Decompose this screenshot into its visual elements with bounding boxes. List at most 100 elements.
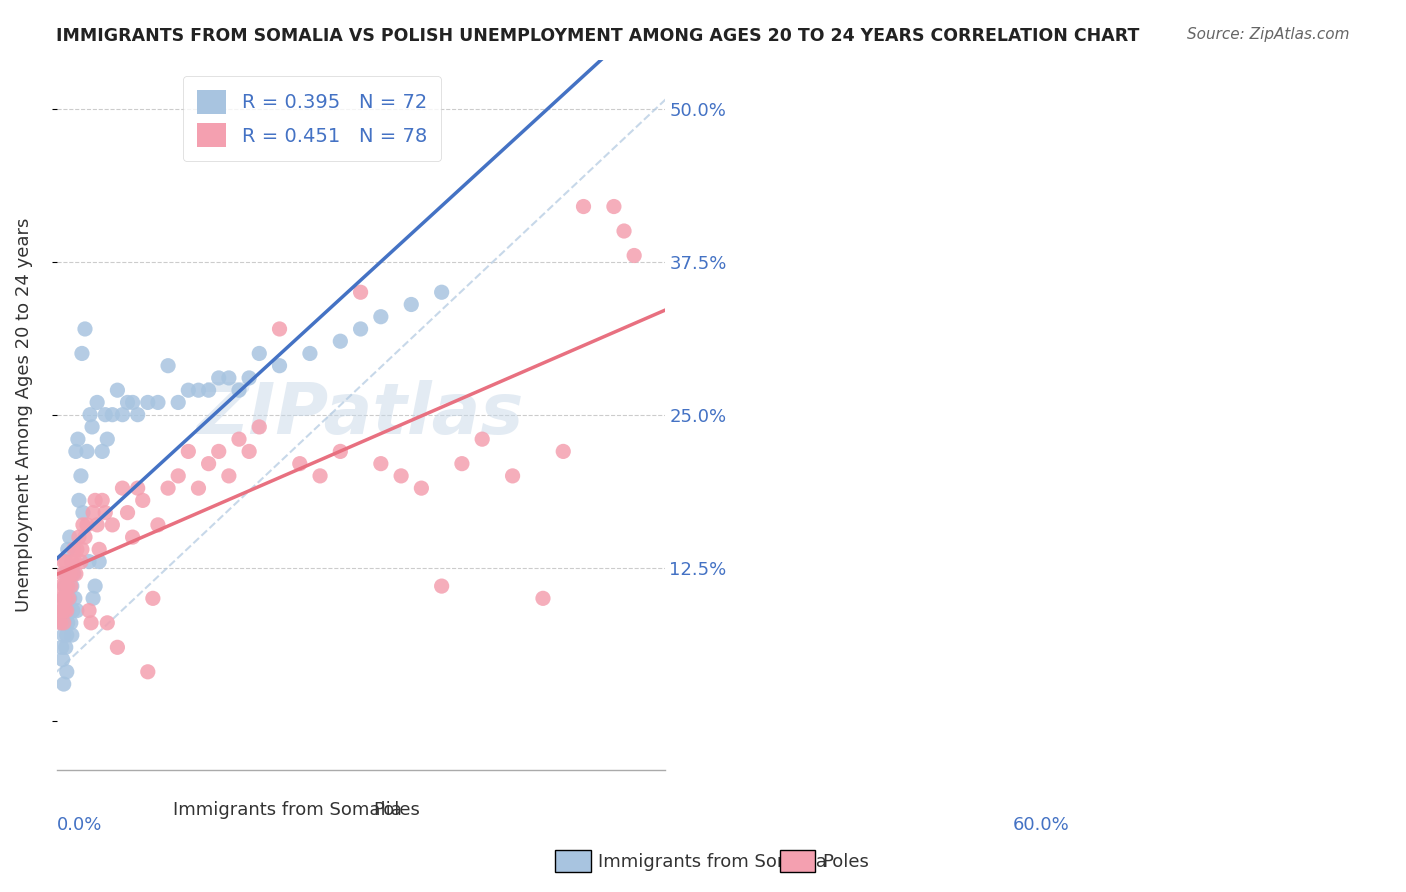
- Point: [76, 517, 98, 532]
- Point: [411, 481, 433, 495]
- Point: [59, 530, 82, 544]
- Point: [553, 444, 575, 458]
- Point: [53, 604, 76, 618]
- Point: [67, 530, 90, 544]
- Point: [238, 444, 260, 458]
- Text: IMMIGRANTS FROM SOMALIA VS POLISH UNEMPLOYMENT AMONG AGES 20 TO 24 YEARS CORRELA: IMMIGRANTS FROM SOMALIA VS POLISH UNEMPL…: [56, 27, 1140, 45]
- Point: [55, 591, 77, 606]
- Point: [58, 566, 80, 581]
- Point: [52, 652, 75, 666]
- Point: [63, 555, 86, 569]
- Text: ZIPatlas: ZIPatlas: [197, 380, 524, 450]
- Point: [56, 579, 79, 593]
- Point: [55, 566, 77, 581]
- Point: [111, 408, 134, 422]
- Point: [121, 395, 143, 409]
- Point: [79, 408, 101, 422]
- Point: [52, 615, 75, 630]
- Point: [52, 555, 75, 569]
- Point: [146, 395, 169, 409]
- Text: Immigrants from Somalia: Immigrants from Somalia: [173, 802, 402, 820]
- Point: [84, 493, 107, 508]
- Point: [84, 579, 107, 593]
- Point: [48, 604, 70, 618]
- Point: [58, 604, 80, 618]
- Point: [59, 591, 82, 606]
- Point: [73, 322, 96, 336]
- Point: [55, 640, 77, 655]
- Point: [55, 665, 77, 679]
- Point: [62, 604, 84, 618]
- Point: [89, 555, 111, 569]
- Point: [349, 285, 371, 300]
- Point: [55, 566, 77, 581]
- Point: [63, 542, 86, 557]
- Point: [67, 493, 90, 508]
- Point: [228, 432, 250, 446]
- Point: [157, 481, 180, 495]
- Text: Poles: Poles: [823, 853, 869, 871]
- Point: [52, 566, 75, 581]
- Point: [430, 579, 453, 593]
- Point: [298, 346, 321, 360]
- Point: [65, 444, 87, 458]
- Point: [101, 517, 124, 532]
- Text: Poles: Poles: [374, 802, 420, 820]
- Point: [309, 469, 332, 483]
- Point: [52, 677, 75, 691]
- Point: [51, 579, 73, 593]
- Point: [52, 628, 75, 642]
- Point: [51, 615, 73, 630]
- Point: [218, 469, 240, 483]
- Point: [72, 506, 94, 520]
- Point: [208, 444, 231, 458]
- Point: [77, 555, 100, 569]
- Point: [52, 604, 75, 618]
- Point: [269, 359, 291, 373]
- Point: [70, 469, 93, 483]
- Point: [121, 530, 143, 544]
- Point: [197, 383, 219, 397]
- Point: [107, 383, 129, 397]
- Point: [117, 506, 139, 520]
- Point: [66, 542, 89, 557]
- Point: [177, 383, 200, 397]
- Point: [91, 444, 114, 458]
- Point: [59, 579, 82, 593]
- Point: [94, 506, 117, 520]
- Point: [73, 530, 96, 544]
- Point: [613, 224, 636, 238]
- Point: [288, 457, 311, 471]
- Point: [136, 665, 159, 679]
- Point: [65, 566, 87, 581]
- Point: [53, 579, 76, 593]
- Point: [55, 628, 77, 642]
- Point: [58, 591, 80, 606]
- Point: [107, 640, 129, 655]
- Point: [370, 310, 392, 324]
- Point: [49, 615, 72, 630]
- Point: [187, 481, 209, 495]
- Point: [228, 383, 250, 397]
- Point: [56, 615, 79, 630]
- Point: [63, 591, 86, 606]
- Point: [247, 420, 270, 434]
- Point: [623, 248, 645, 262]
- Point: [91, 493, 114, 508]
- Point: [94, 408, 117, 422]
- Text: 0.0%: 0.0%: [56, 816, 103, 834]
- Text: Source: ZipAtlas.com: Source: ZipAtlas.com: [1187, 27, 1350, 42]
- Point: [269, 322, 291, 336]
- Point: [157, 359, 180, 373]
- Point: [56, 579, 79, 593]
- Point: [471, 432, 494, 446]
- Point: [76, 444, 98, 458]
- Point: [329, 334, 352, 349]
- Point: [96, 615, 118, 630]
- Point: [53, 579, 76, 593]
- Point: [531, 591, 554, 606]
- Point: [218, 371, 240, 385]
- Point: [51, 591, 73, 606]
- Point: [55, 591, 77, 606]
- Point: [82, 591, 104, 606]
